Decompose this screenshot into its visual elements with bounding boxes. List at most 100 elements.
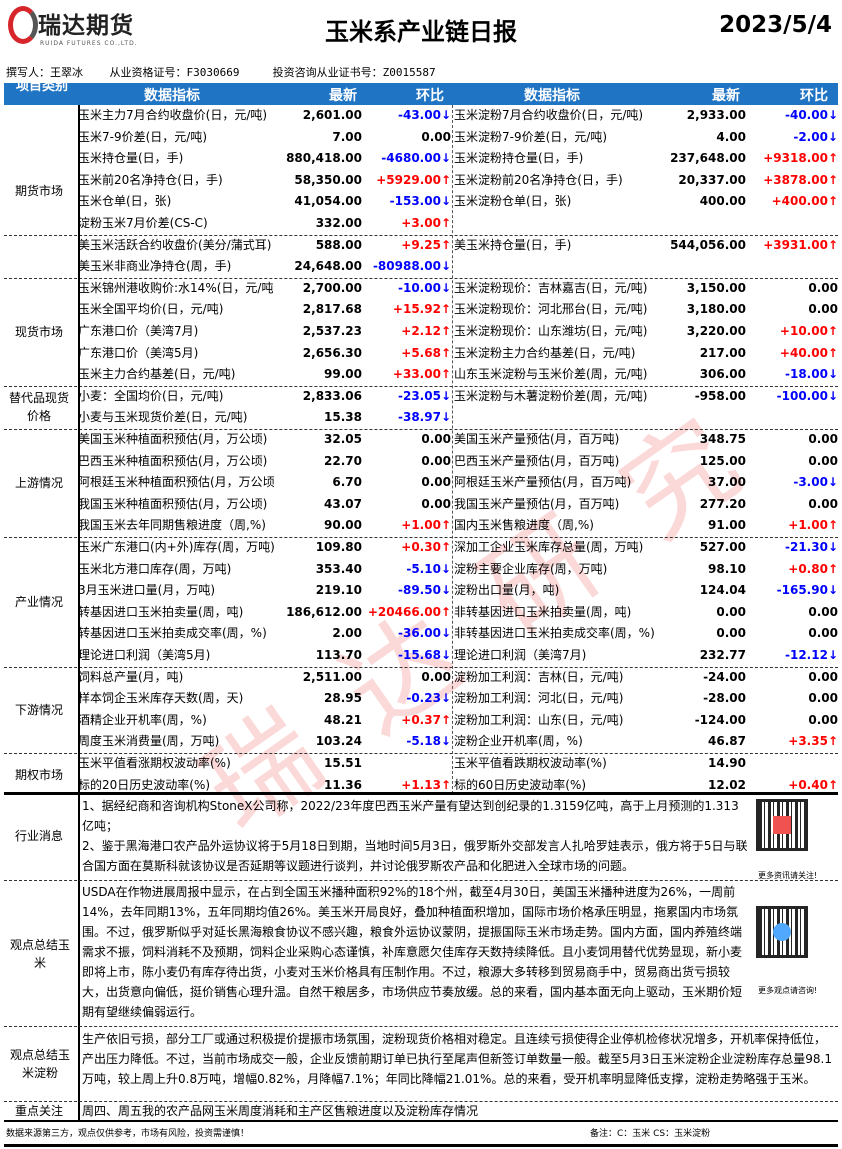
change-left: -5.10↓	[406, 561, 451, 576]
indicator-left: 美国玉米种植面积预估(月，万公顷)	[78, 432, 268, 446]
indicator-right: 标的60日历史波动率(%)	[454, 777, 587, 792]
report-header: 瑞达期货 RUIDA FUTURES CO.,LTD. 玉米系产业链日报 202…	[0, 0, 842, 60]
page-title: 玉米系产业链日报	[325, 18, 517, 46]
indicator-right: 深加工企业玉米库存总量(周，万吨)	[454, 540, 644, 554]
latest-left: 103.24	[315, 734, 362, 749]
latest-right: -28.00	[703, 691, 746, 706]
category-label: 替代品现货价格	[8, 391, 69, 424]
latest-left: 15.38	[324, 410, 362, 425]
change-left: -80988.00↓	[372, 259, 451, 274]
col-indicator-left: 数据指标	[144, 88, 200, 104]
latest-right: 46.87	[708, 734, 746, 749]
indicator-right: 美玉米持仓量(日，手)	[454, 237, 572, 252]
indicator-left: 玉米前20名净持仓(日，手)	[78, 172, 223, 187]
change-right: 0.00	[808, 302, 838, 317]
table-row: 阿根廷玉米种植面积预估(月，万公顷 6.70 0.00 阿根廷玉米产量预估(月，百万吨…	[4, 472, 838, 494]
table-row: 样本饲企玉米库存天数(周，天) 28.95 -0.23↓ 淀粉加工利润：河北(日，元/…	[4, 688, 838, 710]
change-left: +15.92↑	[392, 302, 451, 317]
table-row: 小麦与玉米现货价差(日，元/吨) 15.38 -38.97↓	[4, 407, 838, 429]
change-left: -89.50↓	[398, 583, 451, 598]
latest-left: 2,511.00	[302, 669, 362, 684]
row-divider	[4, 234, 838, 236]
latest-left: 109.80	[315, 540, 362, 554]
change-right: -21.30↓	[785, 540, 838, 554]
indicator-left: 酒精企业开机率(周，%)	[78, 712, 207, 727]
table-row: 玉米主力7月合约收盘价(日，元/吨) 2,601.00 -43.00↓ 玉米淀粉7月合…	[4, 105, 838, 127]
section-divider	[4, 277, 838, 279]
news-text: 1、据经纪商和咨询机构StoneX公司称，2022/23年度巴西玉米产量有望达到…	[82, 796, 750, 876]
indicator-right: 玉米淀粉现价：河北邢台(日，元/吨)	[454, 302, 648, 317]
table-row: 我国玉米去年同期售粮进度（周,%) 90.00 +1.00↑ 国内玉米售粮进度（周,%…	[4, 515, 838, 537]
latest-left: 28.95	[324, 691, 362, 706]
latest-right: 3,150.00	[686, 280, 746, 295]
focus-label: 重点关注	[14, 1104, 63, 1118]
latest-right: 3,180.00	[686, 302, 746, 317]
table-row: 玉米仓单(日，张) 41,054.00 -153.00↓ 玉米淀粉仓单(日，张) 400…	[4, 191, 838, 213]
change-right: +1.00↑	[788, 518, 838, 533]
latest-left: 15.51	[324, 756, 362, 770]
category-label: 上游情况	[14, 476, 63, 490]
indicator-right: 巴西玉米产量预估(月，百万吨)	[454, 453, 620, 468]
indicator-left: 玉米主力合约基差(日，元/吨)	[78, 367, 236, 382]
indicator-right: 玉米淀粉现价：山东潍坊(日，元/吨)	[454, 324, 648, 338]
change-left: +0.30↑	[401, 540, 451, 554]
change-right: -100.00↓	[776, 388, 838, 403]
change-left: +3.00↑	[401, 216, 451, 230]
indicator-right: 美国玉米产量预估(月，百万吨)	[454, 432, 620, 446]
change-right: -3.00↓	[793, 475, 838, 490]
logo-name: 瑞达期货	[38, 13, 134, 39]
latest-left: 2,817.68	[302, 302, 362, 317]
starch-view-label: 观点总结玉米淀粉	[10, 1048, 71, 1080]
indicator-left: 玉米持仓量(日，手)	[78, 151, 184, 166]
latest-right: 91.00	[708, 518, 746, 533]
indicator-left: 玉米北方港口库存(周，万吨)	[78, 561, 232, 576]
corn-view-text: USDA在作物进展周报中显示，在占到全国玉米播种面积92%的18个州，截至4月3…	[82, 885, 743, 1019]
col-change-left: 环比	[416, 88, 444, 104]
change-left: -4680.00↓	[381, 151, 451, 166]
section-divider	[4, 1101, 838, 1102]
table-row: 广东港口价（美湾5月) 2,656.30 +5.68↑ 玉米淀粉主力合约基差(日，元/…	[4, 343, 838, 365]
indicator-right: 玉米淀粉主力合约基差(日，元/吨)	[454, 345, 636, 360]
indicator-left: 玉米7-9价差(日，元/吨)	[78, 129, 208, 144]
indicator-left: 玉米主力7月合约收盘价(日，元/吨)	[78, 108, 268, 122]
change-right: 0.00	[808, 453, 838, 468]
latest-right: 124.04	[699, 583, 746, 598]
qr-caption-view: 更多观点请咨询!	[758, 986, 818, 995]
indicator-left: 样本饲企玉米库存天数(周，天)	[78, 691, 244, 706]
col-latest-right: 最新	[712, 88, 740, 104]
table-row: 理论进口利润（美湾5月) 113.70 -15.68↓ 理论进口利润（美湾7月) 232…	[4, 645, 838, 667]
indicator-right: 阿根廷玉米产量预估(月，百万吨)	[454, 475, 632, 490]
indicator-left: 饲料总产量(月，吨)	[78, 669, 184, 684]
latest-right: 527.00	[699, 540, 746, 554]
change-right: 0.00	[808, 604, 838, 619]
indicator-left: 转基因进口玉米拍卖成交率(周，%)	[78, 626, 267, 641]
indicator-right: 非转基因进口玉米拍卖成交率(周，%)	[454, 626, 655, 641]
news-item-2: 2、鉴于黑海港口农产品外运协议将于5月18日到期，当地时间5月3日，俄罗斯外交部…	[82, 839, 748, 873]
indicator-right: 玉米淀粉7月合约收盘价(日，元/吨)	[454, 108, 644, 122]
latest-left: 58,350.00	[294, 172, 362, 187]
change-left: -15.68↓	[398, 648, 451, 662]
table-row: 玉米锦州港收购价:水14%(日，元/吨 2,700.00 -10.00↓ 玉米淀粉现价…	[4, 278, 838, 300]
change-right: +400.00↑	[771, 194, 838, 209]
indicator-left: 周度玉米消费量(周，万吨)	[78, 734, 220, 749]
table-bottom-rule	[4, 792, 838, 795]
latest-right: 217.00	[699, 345, 746, 360]
table-row: 饲料总产量(月，吨) 2,511.00 0.00 淀粉加工利润：吉林(日，元/吨) -2…	[4, 667, 838, 689]
latest-right: 0.00	[716, 626, 746, 641]
table-row: 玉米7-9价差(日，元/吨) 7.00 0.00 玉米淀粉7-9价差(日，元/吨) 4.…	[4, 127, 838, 149]
change-left: +0.37↑	[401, 712, 451, 727]
table-row: 玉米主力合约基差(日，元/吨) 99.00 +33.00↑ 山东玉米淀粉与玉米价差(周…	[4, 364, 838, 386]
latest-left: 2.00	[332, 626, 362, 641]
indicator-right: 淀粉主要企业库存(周，万吨)	[454, 561, 608, 576]
category-label: 产业情况	[14, 594, 63, 609]
table-row: 广东港口价（美湾7月) 2,537.23 +2.12↑ 玉米淀粉现价：山东潍坊(日，元…	[4, 321, 838, 343]
section-divider	[4, 1026, 838, 1027]
latest-left: 90.00	[324, 518, 362, 533]
column-divider	[452, 105, 453, 794]
change-left: 0.00	[421, 475, 451, 490]
latest-right: 2,933.00	[686, 108, 746, 122]
indicator-left: 美玉米非商业净持仓(周，手)	[78, 259, 232, 274]
change-right: +0.40↑	[788, 777, 838, 792]
latest-right: 125.00	[699, 453, 746, 468]
category-label: 下游情况	[14, 702, 63, 717]
